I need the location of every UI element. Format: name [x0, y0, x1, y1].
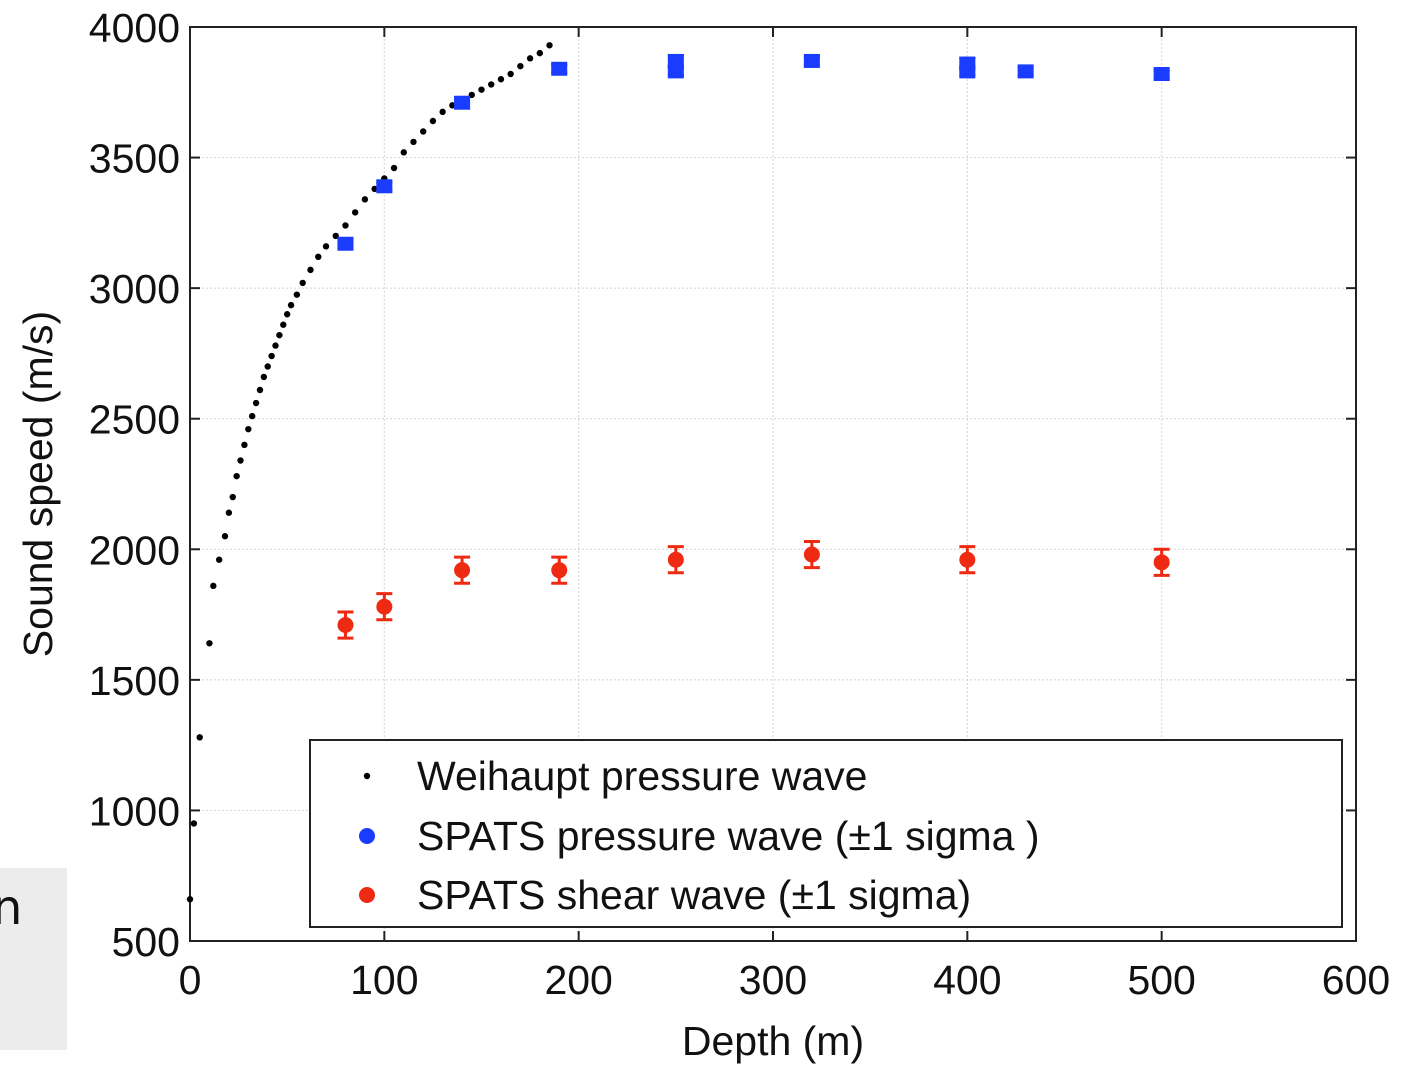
x-tick-label: 600: [1322, 957, 1390, 1003]
spats-pressure-point: [454, 95, 471, 110]
weihaupt-point: [307, 266, 314, 274]
weihaupt-point: [248, 412, 256, 420]
weihaupt-point: [361, 196, 369, 203]
weihaupt-point: [449, 102, 456, 109]
weihaupt-point: [186, 896, 194, 903]
spats-pressure-point: [337, 236, 354, 251]
weihaupt-point: [400, 149, 407, 156]
y-tick-label: 3500: [89, 136, 180, 182]
weihaupt-point: [264, 363, 271, 370]
weihaupt-point: [546, 42, 553, 49]
weihaupt-point: [332, 232, 339, 240]
spats-pressure-point: [1017, 64, 1034, 79]
legend-marker-weihaupt: [363, 772, 371, 780]
weihaupt-point: [190, 820, 198, 827]
weihaupt-point: [210, 582, 217, 590]
weihaupt-point: [256, 386, 264, 394]
data-marks: [186, 42, 1170, 903]
weihaupt-point: [225, 509, 233, 516]
weihaupt-point: [536, 49, 543, 57]
weihaupt-point: [245, 425, 252, 433]
weihaupt-point: [233, 472, 240, 480]
tick-labels: 0 100 200 300 400 500 600 500 1000 1500 2000 2500 30…: [89, 5, 1390, 1003]
weihaupt-point: [206, 640, 213, 647]
x-tick-label: 0: [179, 957, 202, 1003]
weihaupt-point: [272, 342, 279, 349]
side-overlay-text: n: [0, 880, 23, 936]
y-tick-label: 3000: [89, 266, 180, 312]
weihaupt-point: [196, 734, 203, 741]
weihaupt-point: [478, 86, 485, 93]
y-tick-label: 1500: [89, 658, 180, 704]
weihaupt-point: [351, 209, 359, 216]
spats-shear-point: [551, 562, 568, 579]
y-tick-label: 2000: [89, 527, 180, 573]
weihaupt-point: [252, 399, 260, 407]
weihaupt-point: [497, 76, 505, 83]
weihaupt-point: [287, 301, 295, 309]
weihaupt-point: [488, 81, 495, 88]
x-axis-title: Depth (m): [682, 1018, 864, 1064]
legend-label: Weihaupt pressure wave: [417, 753, 867, 799]
weihaupt-point: [221, 533, 229, 540]
weihaupt-point: [342, 222, 349, 229]
weihaupt-point: [260, 373, 268, 381]
weihaupt-point: [371, 185, 378, 193]
legend-marker-spats-shear: [359, 887, 375, 903]
weihaupt-point: [276, 331, 283, 339]
legend-label: SPATS pressure wave (±1 sigma ): [417, 813, 1040, 859]
spats-shear-point: [667, 551, 684, 568]
weihaupt-point: [315, 253, 322, 261]
weihaupt-point: [293, 291, 301, 298]
spats-pressure-point: [959, 64, 976, 79]
spats-shear-point: [1153, 554, 1170, 571]
x-tick-label: 100: [350, 957, 418, 1003]
y-tick-label: 1000: [89, 788, 180, 834]
x-tick-label: 500: [1127, 957, 1195, 1003]
spats-shear-point: [376, 598, 393, 615]
spats-shear-point: [803, 546, 820, 563]
spats-pressure-point: [667, 64, 684, 79]
weihaupt-point: [526, 55, 534, 62]
y-tick-label: 4000: [89, 5, 180, 51]
weihaupt-point: [468, 91, 475, 99]
y-tick-label: 2500: [89, 397, 180, 443]
weihaupt-point: [429, 117, 437, 125]
weihaupt-point: [410, 138, 417, 146]
spats-shear-point: [959, 551, 976, 568]
ticks: [189, 26, 1357, 942]
weihaupt-point: [517, 62, 524, 70]
weihaupt-point: [268, 352, 275, 360]
spats-pressure-point: [803, 53, 820, 68]
spats-pressure-point: [1153, 67, 1170, 82]
y-axis-title: Sound speed (m/s): [15, 311, 61, 657]
spats-pressure-point: [551, 61, 568, 76]
weihaupt-point: [299, 279, 306, 287]
weihaupt-point: [390, 164, 398, 172]
weihaupt-point: [439, 108, 446, 116]
legend: Weihaupt pressure wave SPATS pressure wav…: [309, 739, 1343, 928]
weihaupt-point: [283, 311, 291, 318]
legend-marker-spats-pressure: [359, 828, 375, 844]
spats-shear-point: [337, 617, 354, 634]
weihaupt-point: [229, 493, 236, 501]
side-overlay-panel: n: [0, 868, 67, 1050]
weihaupt-point: [215, 556, 223, 563]
y-tick-label: 500: [112, 919, 180, 965]
spats-shear-point: [454, 562, 471, 579]
weihaupt-point: [322, 243, 330, 250]
x-tick-label: 300: [739, 957, 807, 1003]
spats-pressure-point: [376, 179, 393, 194]
x-tick-label: 200: [544, 957, 612, 1003]
weihaupt-point: [507, 70, 514, 78]
weihaupt-point: [241, 441, 248, 449]
legend-label: SPATS shear wave (±1 sigma): [417, 872, 971, 918]
weihaupt-point: [420, 128, 427, 135]
weihaupt-point: [237, 457, 244, 464]
legend-box: [309, 739, 1343, 928]
x-tick-label: 400: [933, 957, 1001, 1003]
weihaupt-point: [280, 321, 287, 328]
